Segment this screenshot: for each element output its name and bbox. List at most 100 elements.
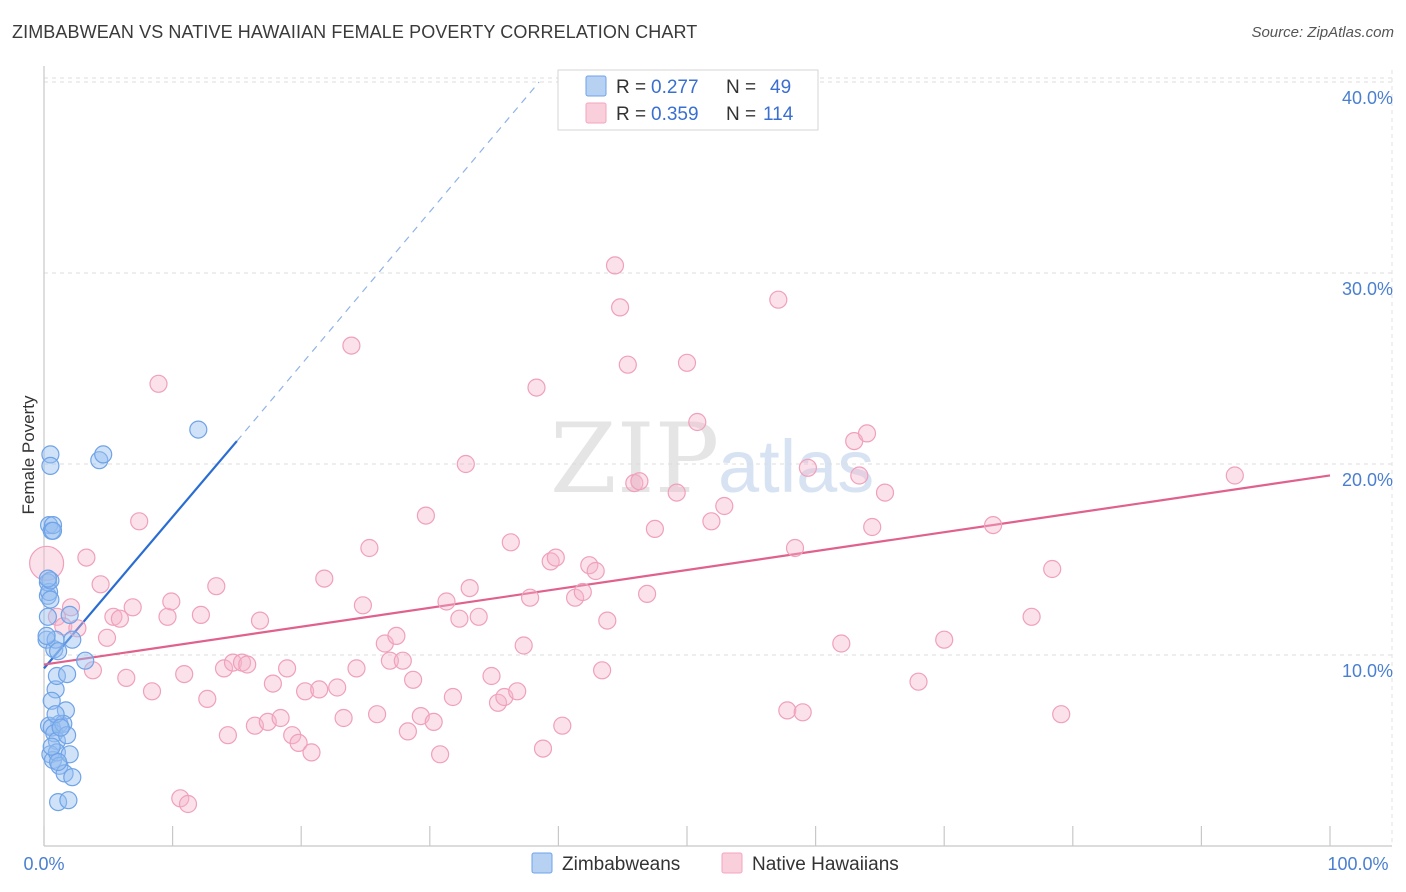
- point-native-hawaiian: [857, 424, 877, 443]
- point-zimbabwean: [94, 445, 113, 464]
- point-native-hawaiian: [380, 651, 399, 670]
- point-native-hawaiian: [218, 726, 237, 745]
- chart-title: ZIMBABWEAN VS NATIVE HAWAIIAN FEMALE POV…: [12, 22, 698, 42]
- legend-r-zimbabweans: 0.277: [651, 77, 699, 98]
- point-native-hawaiian: [1022, 607, 1041, 626]
- point-native-hawaiian: [598, 611, 617, 630]
- point-native-hawaiian: [1043, 559, 1062, 579]
- top-legend: R = 0.277 N = 49 R = 0.359 N = 114: [557, 69, 819, 131]
- point-native-hawaiian: [935, 630, 954, 649]
- axes: [43, 66, 1392, 847]
- point-native-hawaiian: [514, 636, 533, 655]
- bottom-legend-swatch-native-hawaiians: [721, 852, 743, 874]
- point-native-hawaiian: [347, 659, 366, 678]
- point-native-hawaiian: [1225, 466, 1244, 485]
- regression-lines: [43, 81, 1331, 670]
- point-native-hawaiian: [342, 336, 361, 355]
- point-native-hawaiian: [469, 607, 488, 626]
- point-zimbabwean: [46, 680, 65, 699]
- point-native-hawaiian: [334, 708, 353, 728]
- point-native-hawaiian: [785, 538, 805, 558]
- point-native-hawaiian: [289, 733, 308, 753]
- point-native-hawaiian: [296, 682, 315, 701]
- legend-swatch-native-hawaiians: [585, 102, 607, 124]
- point-native-hawaiian: [278, 659, 297, 678]
- x-tick-label-max: 100.0%: [1327, 854, 1388, 874]
- point-native-hawaiian: [431, 745, 450, 764]
- point-native-hawaiian: [850, 466, 869, 485]
- point-native-hawaiian: [404, 670, 423, 689]
- point-zimbabwean: [41, 590, 60, 609]
- y-axis-title: Female Poverty: [19, 395, 38, 515]
- point-native-hawaiian: [83, 661, 103, 680]
- point-native-hawaiian: [214, 659, 234, 678]
- point-native-hawaiian: [630, 472, 649, 491]
- x-tick-label-min: 0.0%: [23, 854, 64, 874]
- point-native-hawaiian: [508, 682, 527, 701]
- regression-line-zimbabweans: [43, 440, 238, 670]
- point-zimbabwean: [43, 521, 63, 540]
- point-native-hawaiian: [360, 538, 379, 558]
- point-native-hawaiian: [573, 582, 592, 602]
- point-native-hawaiian: [104, 607, 123, 626]
- point-zimbabwean: [48, 642, 68, 661]
- point-native-hawaiian: [637, 584, 657, 604]
- point-zimbabwean: [41, 456, 60, 475]
- point-native-hawaiian: [198, 689, 217, 709]
- point-native-hawaiian: [482, 666, 501, 686]
- point-native-hawaiian: [61, 598, 81, 617]
- legend-swatch-zimbabweans: [585, 75, 607, 97]
- point-zimbabwean: [39, 582, 59, 602]
- point-native-hawaiian: [618, 355, 637, 374]
- point-native-hawaiian: [553, 716, 572, 735]
- point-native-hawaiian: [546, 548, 565, 567]
- point-native-hawaiian: [667, 483, 686, 502]
- watermark-atlas: atlas: [718, 425, 874, 508]
- point-native-hawaiian: [263, 674, 282, 693]
- point-native-hawaiian: [123, 598, 142, 617]
- point-native-hawaiian: [424, 712, 443, 732]
- point-native-hawaiian: [778, 701, 797, 720]
- point-native-hawaiian: [328, 678, 347, 697]
- point-zimbabwean: [46, 705, 65, 724]
- point-native-hawaiian: [863, 517, 882, 537]
- legend-n-label-2: N =: [726, 104, 756, 125]
- point-zimbabwean: [56, 701, 76, 720]
- point-native-hawaiian: [191, 605, 210, 625]
- data-points: [28, 256, 1244, 814]
- bottom-legend-zimbabweans: Zimbabweans: [562, 854, 680, 875]
- point-zimbabwean: [42, 737, 61, 756]
- point-native-hawaiian: [91, 575, 110, 594]
- point-native-hawaiian: [149, 374, 168, 393]
- point-native-hawaiian: [398, 722, 417, 741]
- point-native-hawaiian: [393, 651, 412, 670]
- point-native-hawaiian: [28, 545, 65, 581]
- point-zimbabwean: [51, 718, 70, 737]
- point-zimbabwean: [57, 664, 77, 684]
- point-native-hawaiian: [271, 708, 290, 728]
- point-native-hawaiian: [158, 607, 177, 626]
- point-native-hawaiian: [68, 619, 87, 638]
- point-native-hawaiian: [207, 577, 226, 596]
- point-zimbabwean: [76, 651, 95, 670]
- point-zimbabwean: [60, 605, 79, 625]
- legend-n-label: N =: [726, 77, 756, 98]
- regression-line-native-hawaiians: [43, 474, 1331, 666]
- point-native-hawaiian: [315, 569, 334, 588]
- point-native-hawaiian: [302, 743, 321, 762]
- point-native-hawaiian: [238, 655, 257, 674]
- point-zimbabwean: [63, 768, 82, 787]
- point-native-hawaiian: [677, 353, 697, 372]
- point-native-hawaiian: [592, 661, 612, 680]
- point-native-hawaiian: [250, 611, 270, 630]
- point-native-hawaiian: [130, 512, 149, 531]
- y-tick-label-20: 20.0%: [1342, 470, 1393, 490]
- point-native-hawaiian: [875, 483, 895, 502]
- point-native-hawaiian: [437, 592, 456, 611]
- y-tick-label-10: 10.0%: [1342, 661, 1393, 681]
- point-zimbabwean: [41, 571, 60, 590]
- point-native-hawaiian: [1052, 705, 1071, 724]
- point-native-hawaiian: [162, 592, 181, 611]
- point-native-hawaiian: [832, 634, 851, 653]
